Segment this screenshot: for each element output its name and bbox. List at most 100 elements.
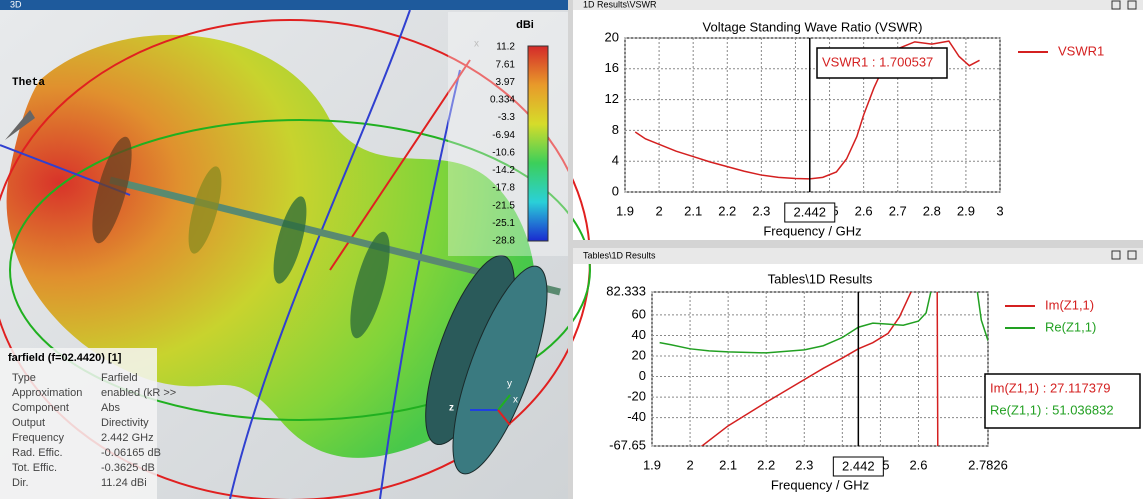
director (273, 196, 307, 284)
y-tick-label: 20 (632, 347, 646, 362)
splitter (573, 240, 1143, 248)
annotation: VSWR1 : 1.700537 (822, 54, 933, 69)
colorbar-label: -10.6 (492, 147, 515, 158)
x-tick-label: 2.9 (957, 203, 975, 218)
y-tick-label: -40 (627, 409, 646, 424)
y-tick-label: -67.65 (609, 437, 646, 452)
view3d-titlebar (0, 0, 568, 10)
series-line (659, 292, 988, 354)
colorbar-title: dBi (516, 19, 534, 31)
y-tick-label: 20 (605, 29, 619, 44)
x-tick-label: 1.9 (616, 203, 634, 218)
x-tick-label: 2.3 (752, 203, 770, 218)
meridian (229, 9, 411, 499)
y-tick-label: 8 (612, 122, 619, 137)
x-tick-label: 3 (996, 203, 1003, 218)
chart-title: Voltage Standing Wave Ratio (VSWR) (703, 19, 923, 34)
info-value: 11.24 dBi (101, 477, 147, 489)
y-tick-label: 82.333 (606, 283, 646, 298)
info-box (0, 348, 157, 499)
marker-box (784, 202, 836, 223)
window-button[interactable] (1111, 250, 1121, 260)
x-tick-label: 2.8 (923, 203, 941, 218)
director (350, 231, 390, 339)
corner-axis-label: x (474, 39, 479, 50)
colorbar-label: 11.2 (496, 42, 515, 53)
info-value: -0.06165 dB (101, 447, 161, 459)
info-key: Component (12, 402, 69, 414)
legend-label: Re(Z1,1) (1045, 319, 1096, 334)
y-tick-label: 40 (632, 327, 646, 342)
colorbar-label: 0.334 (490, 95, 515, 106)
colorbar-label: -21.5 (492, 200, 515, 211)
view3d-title: 3D (10, 0, 22, 9)
info-key: Type (12, 372, 36, 384)
y-tick-label: 4 (612, 153, 619, 168)
marker-label: 2.442 (842, 458, 875, 473)
info-key: Rad. Effic. (12, 447, 63, 459)
x-tick-label: 1.9 (643, 457, 661, 472)
window-title: 1D Results\VSWR (583, 0, 657, 9)
director (92, 136, 132, 244)
info-key: Output (12, 417, 45, 429)
colorbar-label: 3.97 (496, 77, 516, 88)
chart-title: Tables\1D Results (768, 271, 873, 286)
annotation: Re(Z1,1) : 51.036832 (990, 402, 1114, 417)
y-tick-label: -20 (627, 389, 646, 404)
colorbar (527, 45, 549, 242)
info-key: Tot. Effic. (12, 462, 57, 474)
y-tick-label: 12 (605, 91, 619, 106)
x-tick-label: 2.1 (719, 457, 737, 472)
colorbar-label: -3.3 (498, 112, 516, 123)
window-titlebar (573, 248, 1143, 264)
x-tick-label: 2 (686, 457, 693, 472)
info-value: Farfield (101, 372, 138, 384)
y-tick-label: 0 (639, 368, 646, 383)
x-tick-label: 2.2 (757, 457, 775, 472)
window-button[interactable] (1127, 0, 1137, 10)
plot-area (651, 291, 989, 447)
theta-label: Theta (12, 77, 45, 89)
reflector (452, 265, 548, 475)
legend-label: VSWR1 (1058, 43, 1104, 58)
annotation-box (816, 47, 948, 79)
window-button[interactable] (1127, 250, 1137, 260)
window-button[interactable] (1111, 0, 1121, 10)
info-value: -0.3625 dB (101, 462, 155, 474)
info-value: Abs (101, 402, 120, 414)
x-axis-label: Frequency / GHz (763, 223, 861, 238)
y-tick-label: 16 (605, 60, 619, 75)
x-tick-label: 2.2 (718, 203, 736, 218)
x-tick-label: 2 (655, 203, 662, 218)
colorbar-label: -14.2 (492, 165, 515, 176)
triad-label: x (513, 395, 518, 406)
x-axis-label: Frequency / GHz (771, 477, 869, 492)
info-value: 2.442 GHz (101, 432, 154, 444)
x-tick-label: 2.6 (909, 457, 927, 472)
window-title: Tables\1D Results (583, 250, 656, 260)
annotation: Im(Z1,1) : 27.117379 (990, 380, 1110, 395)
x-tick-label: 2.7 (889, 203, 907, 218)
director (188, 166, 222, 254)
triad-axis (497, 394, 511, 411)
info-key: Frequency (12, 432, 64, 444)
triad-axis (497, 409, 511, 426)
splitter (568, 0, 573, 499)
info-title: farfield (f=02.4420) [1] (8, 352, 122, 364)
phi-circle (9, 119, 591, 421)
colorbar-label: 7.61 (496, 59, 516, 70)
info-value: Directivity (101, 417, 149, 429)
info-key: Dir. (12, 477, 29, 489)
annotation-box (984, 373, 1141, 429)
series-line (701, 292, 939, 446)
colorbar-label: -17.8 (492, 183, 515, 194)
window-titlebar (573, 0, 1143, 10)
info-key: Approximation (12, 387, 82, 399)
theta-arrow (5, 110, 35, 140)
y-tick-label: 0 (612, 183, 619, 198)
x-tick-label: 2.7826 (968, 457, 1008, 472)
y-tick-label: 60 (632, 306, 646, 321)
triad-label: z (449, 403, 454, 414)
